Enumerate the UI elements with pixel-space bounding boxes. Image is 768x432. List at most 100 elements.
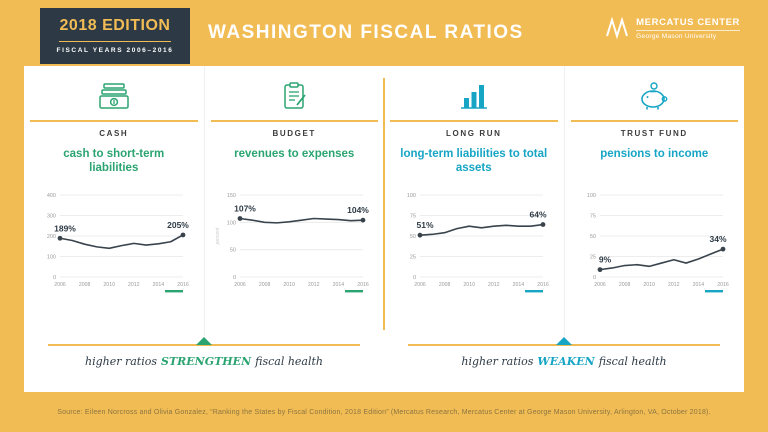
column-trust-fund: TRUST FUND pensions to income 0 25 50 75 100…: [563, 66, 745, 336]
column-label: CASH: [99, 129, 129, 138]
svg-text:107%: 107%: [234, 204, 256, 214]
caption-prefix: higher ratios: [461, 355, 534, 368]
svg-text:75: 75: [410, 214, 416, 220]
svg-text:100: 100: [227, 220, 236, 226]
column-title: long-term liabilities to total assets: [400, 148, 548, 175]
svg-text:2014: 2014: [512, 282, 524, 288]
svg-text:200: 200: [47, 234, 56, 240]
svg-text:2006: 2006: [414, 282, 426, 288]
ratio-columns: CASH cash to short-term liabilities 0 100…: [24, 66, 744, 336]
mercatus-logo-icon: [606, 16, 629, 40]
up-triangle-icon: [556, 337, 572, 345]
logo-subtitle: George Mason University: [636, 32, 717, 40]
logo-name: MERCATUS CENTER: [636, 16, 740, 28]
budget-icon: [205, 78, 385, 114]
column-label: LONG RUN: [446, 129, 502, 138]
svg-text:100: 100: [407, 193, 416, 199]
svg-text:0: 0: [413, 275, 416, 281]
long-run-icon: [384, 78, 564, 114]
svg-text:25: 25: [590, 255, 596, 261]
column-budget: BUDGET revenues to expenses 0 50 100 150 200…: [203, 66, 385, 336]
svg-text:100: 100: [587, 193, 596, 199]
svg-text:9%: 9%: [599, 255, 612, 265]
caption-suffix: fiscal health: [598, 355, 667, 368]
footer-strips: higher ratios STRENGTHEN fiscal health h…: [24, 336, 744, 382]
up-triangle-icon: [196, 337, 212, 345]
caption-prefix: higher ratios: [84, 355, 157, 368]
column-label: BUDGET: [272, 129, 316, 138]
caption-keyword: STRENGTHEN: [161, 355, 252, 368]
svg-text:75: 75: [590, 214, 596, 220]
footer-line-left: [48, 337, 360, 346]
svg-text:2010: 2010: [644, 282, 656, 288]
svg-text:2008: 2008: [259, 282, 271, 288]
column-cash: CASH cash to short-term liabilities 0 100…: [24, 66, 204, 336]
column-title: revenues to expenses: [234, 148, 355, 160]
footer-line-right: [408, 337, 720, 346]
svg-text:2010: 2010: [103, 282, 115, 288]
column-long-run: LONG RUN long-term liabilities to total …: [384, 66, 564, 336]
svg-text:0: 0: [593, 275, 596, 281]
svg-text:0: 0: [53, 275, 56, 281]
edition-badge: 2018 EDITION FISCAL YEARS 2006–2016: [40, 8, 190, 64]
svg-text:2016: 2016: [177, 282, 189, 288]
caption-keyword: WEAKEN: [537, 355, 595, 368]
svg-text:2008: 2008: [439, 282, 451, 288]
column-label: TRUST FUND: [620, 129, 688, 138]
content-panel: CASH cash to short-term liabilities 0 100…: [24, 66, 744, 392]
source-citation: Source: Eileen Norcross and Olivia Gonza…: [57, 409, 711, 416]
svg-text:2008: 2008: [619, 282, 631, 288]
center-divider: [383, 78, 385, 330]
strengthen-footer: higher ratios STRENGTHEN fiscal health: [24, 336, 384, 382]
column-title: cash to short-term liabilities: [63, 148, 165, 175]
svg-text:205%: 205%: [167, 220, 189, 230]
svg-text:2010: 2010: [284, 282, 296, 288]
weaken-footer: higher ratios WEAKEN fiscal health: [384, 336, 744, 382]
edition-label: 2018 EDITION: [59, 17, 171, 34]
badge-divider: [59, 41, 171, 42]
svg-text:2006: 2006: [54, 282, 66, 288]
svg-text:50: 50: [230, 248, 236, 254]
svg-text:2016: 2016: [537, 282, 549, 288]
svg-text:150: 150: [227, 193, 236, 199]
column-rule: [570, 120, 738, 122]
trust-fund-icon: [565, 78, 745, 114]
logo-text: MERCATUS CENTER George Mason University: [636, 17, 740, 40]
svg-text:2016: 2016: [717, 282, 729, 288]
mercatus-logo: MERCATUS CENTER George Mason University: [605, 16, 740, 40]
cash-chart: 0 100 200 300 400 2006 2008 2010 2012 2014 2016 189…: [24, 181, 204, 308]
column-title: pensions to income: [600, 148, 709, 160]
svg-text:2012: 2012: [668, 282, 680, 288]
svg-text:0: 0: [233, 275, 236, 281]
svg-text:189%: 189%: [54, 223, 76, 233]
logo-divider: [636, 29, 740, 31]
svg-text:100: 100: [47, 255, 56, 261]
svg-text:2006: 2006: [594, 282, 606, 288]
svg-text:34%: 34%: [710, 234, 727, 244]
page-title: WASHINGTON FISCAL RATIOS: [208, 22, 524, 43]
svg-text:2012: 2012: [308, 282, 320, 288]
svg-text:51%: 51%: [416, 220, 433, 230]
svg-text:2012: 2012: [128, 282, 140, 288]
column-rule: [390, 120, 558, 122]
strengthen-caption: higher ratios STRENGTHEN fiscal health: [48, 355, 360, 368]
svg-text:2014: 2014: [152, 282, 164, 288]
svg-text:2014: 2014: [333, 282, 345, 288]
svg-text:300: 300: [47, 214, 56, 220]
trust-fund-chart: 0 25 50 75 100 2006 2008 2010 2012 2014 2016 9% 34%: [565, 181, 745, 308]
svg-text:2012: 2012: [488, 282, 500, 288]
long-run-chart: 0 25 50 75 100 2006 2008 2010 2012 2014 2016 51% 64%: [384, 181, 564, 308]
svg-text:2016: 2016: [357, 282, 369, 288]
svg-text:50: 50: [410, 234, 416, 240]
svg-text:400: 400: [47, 193, 56, 199]
column-rule: [210, 120, 378, 122]
svg-text:percent: percent: [215, 227, 221, 245]
svg-text:2010: 2010: [463, 282, 475, 288]
svg-text:64%: 64%: [529, 210, 546, 220]
cash-icon: [24, 78, 204, 114]
svg-text:50: 50: [590, 234, 596, 240]
column-rule: [30, 120, 198, 122]
fiscal-years-label: FISCAL YEARS 2006–2016: [56, 47, 174, 54]
budget-chart: 0 50 100 150 2006 2008 2010 2012 2014 2016 percent…: [205, 181, 385, 308]
